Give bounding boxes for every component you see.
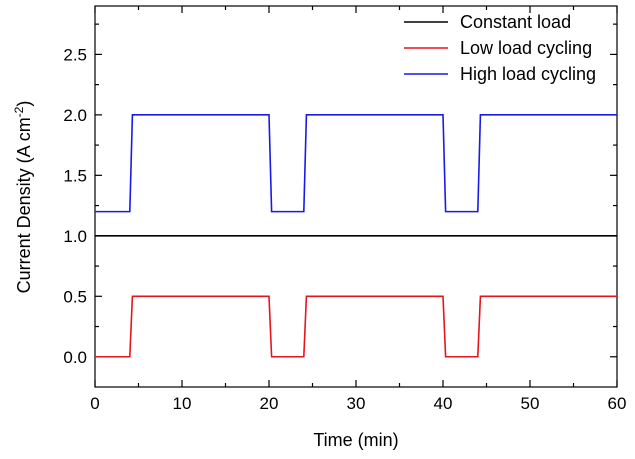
x-tick-label: 40 xyxy=(434,394,453,413)
x-tick-label: 20 xyxy=(260,394,279,413)
y-axis-label-main: Current Density (A cm xyxy=(14,117,34,293)
y-axis-label-superscript: -2 xyxy=(12,106,26,117)
y-axis-label-close: ) xyxy=(14,101,34,107)
series-line-high-load-cycling xyxy=(95,114,617,213)
y-tick-labels: 0.0 0.5 1.0 1.5 2.0 2.5 xyxy=(63,45,87,366)
legend-label-high-load-cycling: High load cycling xyxy=(460,64,596,84)
series-layer xyxy=(95,114,617,358)
y-tick-label: 2.5 xyxy=(63,45,87,64)
x-tick-label: 50 xyxy=(521,394,540,413)
legend-label-constant-load: Constant load xyxy=(460,12,571,32)
x-tick-label: 30 xyxy=(347,394,366,413)
y-tick-label: 0.0 xyxy=(63,348,87,367)
x-tick-label: 60 xyxy=(608,394,627,413)
y-tick-label: 2.0 xyxy=(63,106,87,125)
x-tick-label: 10 xyxy=(173,394,192,413)
y-tick-label: 1.5 xyxy=(63,166,87,185)
legend-label-low-load-cycling: Low load cycling xyxy=(460,38,592,58)
x-tick-label: 0 xyxy=(90,394,99,413)
y-axis-label: Current Density (A cm-2) xyxy=(12,101,34,294)
x-axis-label: Time (min) xyxy=(313,430,398,450)
y-tick-label: 1.0 xyxy=(63,227,87,246)
x-tick-labels: 0 10 20 30 40 50 60 xyxy=(90,394,626,413)
series-line-low-load-cycling xyxy=(95,295,617,358)
y-tick-label: 0.5 xyxy=(63,287,87,306)
legend: Constant load Low load cycling High load c… xyxy=(404,12,596,84)
